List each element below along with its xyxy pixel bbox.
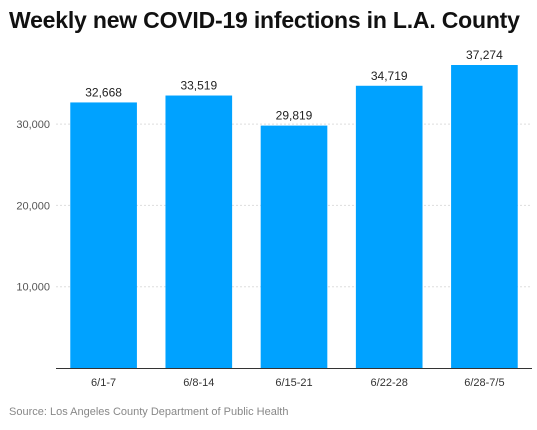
bar-value-label: 29,819 [276, 109, 313, 123]
chart-title: Weekly new COVID-19 infections in L.A. C… [9, 7, 520, 33]
bar [260, 125, 328, 368]
value-labels: 32,668 33,519 29,819 34,719 37,274 [85, 48, 503, 123]
bar-value-label: 34,719 [371, 69, 408, 83]
bar-value-label: 33,519 [180, 79, 217, 93]
source-note: Source: Los Angeles County Department of… [9, 406, 289, 418]
x-axis-ticks: 6/1-7 6/8-14 6/15-21 6/22-28 6/28-7/5 [91, 377, 505, 389]
bars [70, 65, 518, 369]
y-tick-label: 30,000 [16, 119, 50, 131]
bar [165, 95, 233, 369]
x-tick-label: 6/15-21 [275, 377, 312, 389]
bar [70, 102, 137, 368]
bar [355, 85, 423, 369]
y-tick-label: 20,000 [16, 200, 50, 212]
x-tick-label: 6/8-14 [183, 377, 214, 389]
x-tick-label: 6/28-7/5 [464, 377, 504, 389]
bar-value-label: 32,668 [85, 85, 122, 99]
x-tick-label: 6/22-28 [371, 377, 408, 389]
y-axis-ticks: 10,000 20,000 30,000 [16, 119, 50, 294]
bar-value-label: 37,274 [466, 48, 503, 62]
y-tick-label: 10,000 [16, 282, 50, 294]
bar-chart: 10,000 20,000 30,000 32,668 33,519 29,819 34,… [16, 48, 532, 389]
bar [451, 65, 518, 368]
x-tick-label: 6/1-7 [91, 377, 116, 389]
